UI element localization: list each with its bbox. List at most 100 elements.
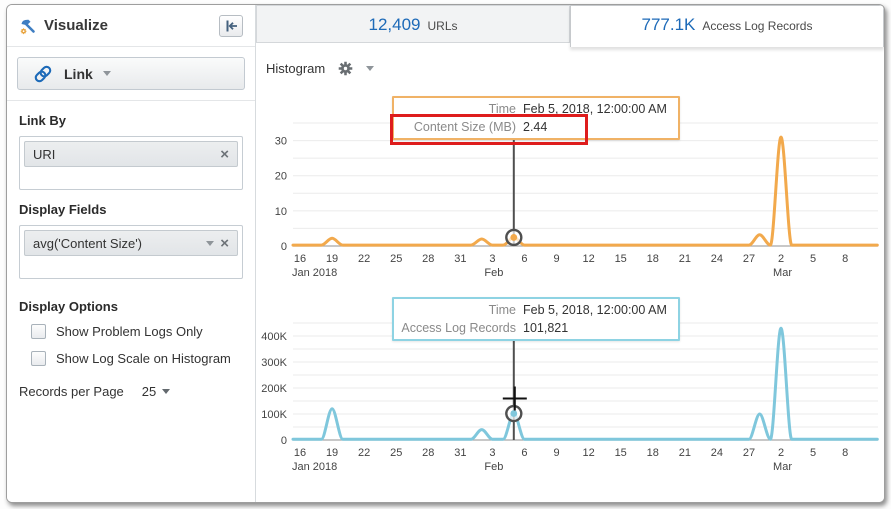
svg-text:21: 21 bbox=[679, 447, 691, 459]
svg-text:15: 15 bbox=[615, 253, 627, 265]
svg-text:27: 27 bbox=[743, 447, 755, 459]
show-problem-logs-label: Show Problem Logs Only bbox=[56, 324, 203, 339]
records-per-page-row: Records per Page 25 bbox=[7, 378, 255, 405]
access-log-count: 777.1K bbox=[641, 15, 696, 34]
svg-text:400K: 400K bbox=[261, 331, 287, 343]
remove-display-field-icon[interactable]: × bbox=[220, 234, 229, 252]
svg-text:16: 16 bbox=[294, 253, 306, 265]
display-field-caret-icon[interactable] bbox=[206, 240, 215, 246]
display-field-chip[interactable]: avg('Content Size') × bbox=[24, 230, 238, 256]
content-size-chart[interactable]: 0 10 20 30 16 19 22 25 28 31 3 6 9 12 15 18 21 24 27 2 5 8 Jan… bbox=[256, 89, 883, 289]
svg-text:30: 30 bbox=[275, 136, 287, 148]
tooltip-content-size-value: 2.44 bbox=[523, 120, 548, 134]
show-problem-logs-checkbox[interactable] bbox=[31, 324, 46, 339]
svg-text:27: 27 bbox=[743, 253, 755, 265]
tooltip-records-label: Access Log Records bbox=[401, 321, 516, 335]
svg-text:300K: 300K bbox=[261, 357, 287, 369]
records-per-page-caret-icon bbox=[162, 389, 171, 394]
sidebar: Visualize bbox=[7, 5, 256, 502]
collapse-panel-icon bbox=[223, 18, 239, 34]
link-button-row: Link bbox=[7, 47, 255, 101]
tab-access-log-records[interactable]: 777.1K Access Log Records bbox=[570, 5, 884, 47]
svg-text:28: 28 bbox=[422, 447, 434, 459]
svg-text:9: 9 bbox=[553, 447, 559, 459]
tabs: 12,409 URLs 777.1K Access Log Records bbox=[256, 5, 884, 47]
svg-text:5: 5 bbox=[810, 253, 816, 265]
display-fields-box[interactable]: avg('Content Size') × bbox=[19, 225, 243, 279]
uri-chip[interactable]: URI × bbox=[24, 141, 238, 167]
svg-text:25: 25 bbox=[390, 253, 402, 265]
svg-text:19: 19 bbox=[326, 447, 338, 459]
records-per-page-value: 25 bbox=[141, 384, 157, 399]
svg-text:8: 8 bbox=[842, 447, 848, 459]
svg-text:Feb: Feb bbox=[484, 461, 503, 473]
svg-text:31: 31 bbox=[454, 253, 466, 265]
svg-text:20: 20 bbox=[275, 171, 287, 183]
svg-text:22: 22 bbox=[358, 253, 370, 265]
svg-text:6: 6 bbox=[521, 447, 527, 459]
svg-text:21: 21 bbox=[679, 253, 691, 265]
tab-urls[interactable]: 12,409 URLs bbox=[256, 5, 570, 43]
svg-text:18: 18 bbox=[647, 447, 659, 459]
link-by-box[interactable]: URI × bbox=[19, 136, 243, 190]
main-area: 12,409 URLs 777.1K Access Log Records Hi… bbox=[256, 5, 884, 502]
svg-text:12: 12 bbox=[583, 253, 595, 265]
svg-text:25: 25 bbox=[390, 447, 402, 459]
visualize-icon bbox=[19, 17, 37, 35]
tooltip-content-size-label: Content Size (MB) bbox=[413, 120, 516, 134]
svg-text:16: 16 bbox=[294, 447, 306, 459]
svg-text:5: 5 bbox=[810, 447, 816, 459]
remove-uri-icon[interactable]: × bbox=[220, 145, 229, 163]
show-log-scale-row: Show Log Scale on Histogram bbox=[31, 351, 243, 366]
svg-text:12: 12 bbox=[583, 447, 595, 459]
tooltip-time-label: Time bbox=[488, 303, 516, 317]
tooltip-time-label: Time bbox=[488, 102, 516, 116]
svg-text:2: 2 bbox=[778, 253, 784, 265]
histogram-label: Histogram bbox=[266, 60, 326, 76]
svg-text:24: 24 bbox=[711, 447, 723, 459]
records-per-page-select[interactable]: 25 bbox=[141, 384, 171, 399]
svg-text:Mar: Mar bbox=[773, 267, 792, 279]
uri-chip-label: URI bbox=[33, 146, 56, 162]
svg-text:3: 3 bbox=[489, 253, 495, 265]
gear-icon[interactable] bbox=[337, 60, 354, 77]
urls-label: URLs bbox=[427, 19, 458, 33]
content-size-tooltip: Time Feb 5, 2018, 12:00:00 AM Content Si… bbox=[392, 96, 680, 140]
tooltip-time-value: Feb 5, 2018, 12:00:00 AM bbox=[523, 102, 667, 116]
link-button[interactable]: Link bbox=[17, 57, 245, 90]
svg-text:0: 0 bbox=[281, 241, 287, 253]
display-options-label: Display Options bbox=[19, 299, 118, 314]
svg-text:22: 22 bbox=[358, 447, 370, 459]
access-log-tooltip: Time Feb 5, 2018, 12:00:00 AM Access Log… bbox=[392, 297, 680, 341]
link-button-label: Link bbox=[64, 65, 93, 82]
show-log-scale-label: Show Log Scale on Histogram bbox=[56, 351, 231, 366]
show-log-scale-checkbox[interactable] bbox=[31, 351, 46, 366]
svg-text:8: 8 bbox=[842, 253, 848, 265]
access-log-label: Access Log Records bbox=[702, 19, 813, 33]
sidebar-header: Visualize bbox=[7, 5, 255, 47]
chart-toolbar: Histogram bbox=[256, 47, 884, 89]
svg-text:2: 2 bbox=[778, 447, 784, 459]
collapse-panel-button[interactable] bbox=[219, 14, 243, 37]
svg-text:15: 15 bbox=[615, 447, 627, 459]
svg-text:Jan 2018: Jan 2018 bbox=[292, 267, 337, 279]
display-fields-label: Display Fields bbox=[19, 202, 107, 217]
access-log-chart[interactable]: 0 100K 200K 300K 400K 16 19 22 25 28 31 3 6 9 12 15 18 21… bbox=[256, 289, 883, 489]
svg-text:31: 31 bbox=[454, 447, 466, 459]
svg-text:Jan 2018: Jan 2018 bbox=[292, 461, 337, 473]
svg-text:3: 3 bbox=[489, 447, 495, 459]
svg-text:24: 24 bbox=[711, 253, 723, 265]
display-field-chip-label: avg('Content Size') bbox=[33, 235, 143, 251]
svg-text:18: 18 bbox=[647, 253, 659, 265]
svg-text:100K: 100K bbox=[261, 409, 287, 421]
svg-text:28: 28 bbox=[422, 253, 434, 265]
link-icon bbox=[32, 63, 54, 85]
records-per-page-label: Records per Page bbox=[19, 384, 124, 399]
visualize-window: Visualize bbox=[6, 4, 885, 503]
histogram-caret-icon[interactable] bbox=[366, 65, 375, 71]
link-by-section: Link By URI × bbox=[7, 101, 255, 190]
svg-text:0: 0 bbox=[281, 435, 287, 447]
show-problem-logs-row: Show Problem Logs Only bbox=[31, 324, 243, 339]
svg-text:9: 9 bbox=[553, 253, 559, 265]
tooltip-time-value: Feb 5, 2018, 12:00:00 AM bbox=[523, 303, 667, 317]
